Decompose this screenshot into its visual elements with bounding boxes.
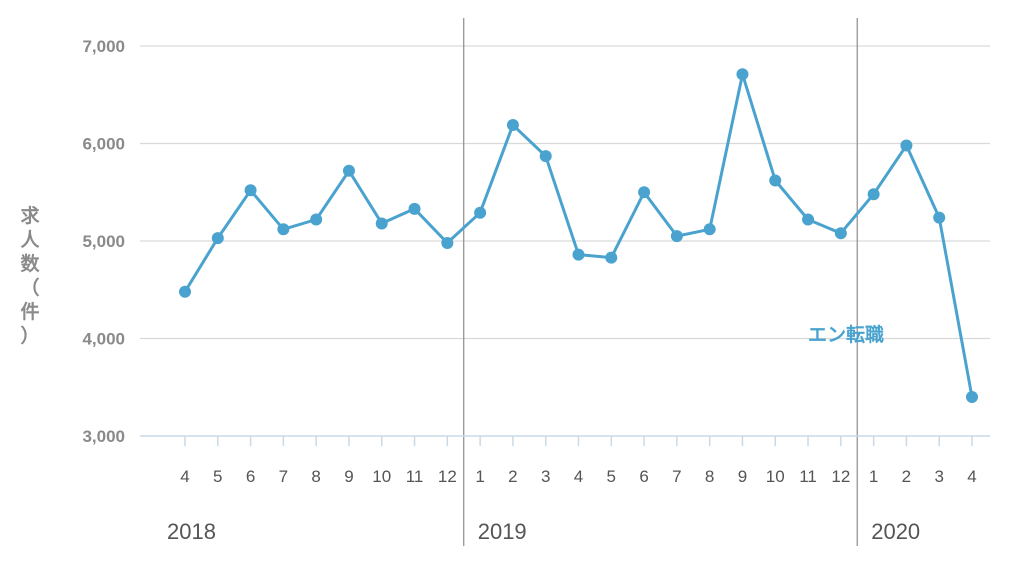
year-label: 2020	[871, 519, 920, 544]
x-axis-tick-labels: 4 5 6 7 8 9 10 11 12 1 2 3 4 5 6 7 8 9 10 11 12 1 2 3 4	[180, 467, 976, 486]
data-point	[703, 223, 716, 236]
x-tick-label: 5	[607, 467, 616, 486]
data-point	[670, 230, 683, 243]
year-label: 2019	[478, 519, 527, 544]
x-tick-label: 11	[799, 467, 817, 486]
x-tick-label: 4	[574, 467, 583, 486]
x-tick-label: 11	[406, 467, 424, 486]
data-point	[441, 236, 454, 249]
x-tick-label: 12	[438, 467, 457, 486]
data-point	[474, 206, 487, 219]
y-axis-label: 求人数（件）	[20, 204, 40, 347]
data-point	[506, 118, 519, 131]
x-tick-label: 2	[508, 467, 517, 486]
data-point	[769, 174, 782, 187]
data-point	[933, 211, 946, 224]
data-point	[211, 232, 224, 245]
data-point	[638, 186, 651, 199]
data-point	[375, 217, 388, 230]
x-tick-label: 4	[967, 467, 976, 486]
y-axis-label-char: 求	[20, 204, 40, 227]
y-tick-label: 5,000	[82, 232, 125, 251]
series-label: エン転職	[808, 323, 884, 346]
y-axis-label-char: 人	[20, 229, 40, 251]
year-labels: 2018 2019 2020	[167, 519, 920, 544]
data-point	[244, 184, 257, 197]
year-dividers	[463, 18, 858, 546]
data-point	[310, 213, 323, 226]
x-tick-label: 9	[344, 467, 353, 486]
y-tick-label: 3,000	[82, 427, 125, 446]
data-point	[736, 68, 749, 81]
x-tick-label: 6	[639, 467, 648, 486]
x-tick-label: 10	[766, 467, 785, 486]
data-point	[802, 213, 815, 226]
data-point	[342, 164, 355, 177]
x-tick-label: 7	[279, 467, 288, 486]
data-point	[605, 251, 618, 264]
x-tick-label: 4	[180, 467, 189, 486]
series-group	[179, 68, 978, 403]
data-point	[408, 202, 421, 215]
x-tick-label: 5	[213, 467, 222, 486]
y-tick-label: 6,000	[82, 135, 125, 154]
x-tick-label: 12	[831, 467, 850, 486]
y-tick-label: 4,000	[82, 330, 125, 349]
data-point	[867, 188, 880, 201]
data-point	[277, 223, 290, 236]
x-tick-label: 10	[372, 467, 391, 486]
y-axis-ticks: 7,000 6,000 5,000 4,000 3,000	[82, 37, 125, 446]
x-tick-label: 1	[869, 467, 878, 486]
data-point	[834, 227, 847, 240]
x-tick-label: 3	[934, 467, 943, 486]
y-axis-label-char: 件	[20, 300, 39, 323]
data-point	[179, 285, 191, 298]
x-tick-label: 9	[738, 467, 747, 486]
x-tick-label: 8	[705, 467, 714, 486]
x-tick-label: 8	[311, 467, 320, 486]
y-axis-label-char: 数	[20, 252, 40, 275]
x-axis	[140, 435, 990, 446]
x-tick-label: 3	[541, 467, 550, 486]
y-axis-label-char: ）	[20, 324, 39, 347]
series-line	[183, 72, 974, 398]
x-tick-label: 2	[902, 467, 911, 486]
year-label: 2018	[167, 519, 216, 544]
data-point	[966, 391, 978, 403]
data-point	[539, 150, 552, 163]
x-tick-label: 1	[475, 467, 484, 486]
data-point	[900, 139, 913, 152]
y-tick-label: 7,000	[82, 37, 125, 56]
grid-lines	[140, 45, 990, 340]
x-tick-label: 7	[672, 467, 681, 486]
data-point	[572, 248, 585, 261]
x-tick-label: 6	[246, 467, 255, 486]
y-axis-label-char: （	[20, 276, 39, 299]
